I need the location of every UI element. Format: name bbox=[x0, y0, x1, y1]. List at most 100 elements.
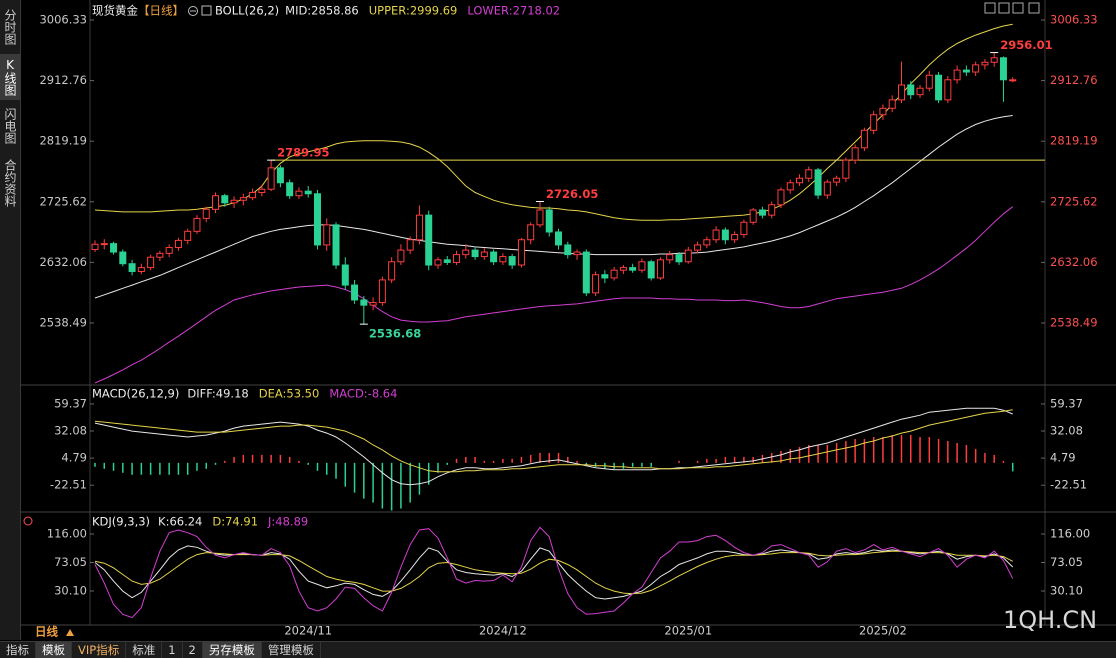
y-tick-label: 2725.62 bbox=[39, 194, 87, 208]
candle-body bbox=[230, 199, 238, 204]
sidebar-tab[interactable]: K线图 bbox=[0, 54, 20, 100]
candle-body bbox=[860, 129, 868, 149]
candle-body bbox=[415, 214, 423, 241]
icon[interactable] bbox=[1028, 2, 1040, 14]
candle-body bbox=[749, 209, 757, 223]
candle-body bbox=[499, 256, 507, 263]
watermark: 1QH.CN bbox=[1003, 606, 1097, 634]
sidebar-tab[interactable]: 合约资料 bbox=[3, 159, 17, 207]
candle-body bbox=[378, 279, 386, 304]
candle-body bbox=[165, 247, 173, 254]
sidebar-tab[interactable]: 分时图 bbox=[3, 9, 17, 45]
candle-body bbox=[341, 264, 349, 286]
y-tick-label: 2538.49 bbox=[39, 315, 87, 329]
candle-body bbox=[573, 251, 581, 256]
toolbar-item[interactable]: 2 bbox=[183, 642, 203, 658]
period-label[interactable]: 日线 bbox=[35, 625, 58, 639]
candle-body bbox=[517, 239, 525, 266]
candle-body bbox=[267, 167, 275, 190]
candle-body bbox=[276, 167, 284, 184]
icon[interactable] bbox=[984, 2, 996, 14]
y-tick-label: 73.05 bbox=[54, 555, 87, 569]
candle-body bbox=[925, 74, 933, 89]
period-arrow[interactable] bbox=[66, 629, 74, 636]
toolbar-item[interactable]: 管理模板 bbox=[262, 642, 321, 658]
candle-body bbox=[536, 209, 544, 226]
pane-title: 现货黄金 bbox=[92, 4, 138, 18]
toolbar-item[interactable]: 标准 bbox=[126, 642, 163, 658]
y-tick-label: -22.51 bbox=[1050, 478, 1087, 492]
candle-body bbox=[193, 217, 201, 232]
candle-body bbox=[443, 259, 451, 263]
candle-body bbox=[239, 197, 247, 201]
candle-body bbox=[619, 267, 627, 271]
candle-body bbox=[814, 169, 822, 196]
indicator-line bbox=[94, 409, 1013, 473]
candle-body bbox=[962, 69, 970, 73]
y-tick-label: 3006.33 bbox=[39, 12, 87, 26]
legend-entry: D:74.91 bbox=[212, 515, 258, 529]
candle-body bbox=[999, 57, 1007, 81]
high-label: 2956.01 bbox=[1000, 38, 1052, 52]
indicator-line bbox=[94, 115, 1013, 299]
candle-body bbox=[110, 243, 118, 253]
toolbar-icons bbox=[984, 2, 1040, 14]
y-tick-label: 2819.19 bbox=[1050, 134, 1098, 148]
candle-body bbox=[369, 302, 377, 306]
indicator-line bbox=[94, 407, 1013, 486]
legend-entry: J:48.89 bbox=[267, 515, 308, 529]
candle-body bbox=[490, 251, 498, 263]
y-tick-label: 30.10 bbox=[1050, 584, 1083, 598]
legend-entry: K:66.24 bbox=[158, 515, 202, 529]
candle-body bbox=[258, 188, 266, 193]
candle-body bbox=[777, 189, 785, 206]
candle-body bbox=[174, 239, 182, 249]
candle-body bbox=[712, 229, 720, 241]
y-tick-label: 2819.19 bbox=[39, 134, 87, 148]
y-tick-label: 116.00 bbox=[47, 526, 87, 540]
toolbar-item[interactable]: 另存模板 bbox=[202, 642, 262, 658]
period-tag: 【日线】 bbox=[138, 4, 184, 18]
candle-body bbox=[897, 84, 905, 101]
sidebar-tab[interactable]: 闪电图 bbox=[3, 108, 17, 144]
candle-body bbox=[453, 254, 461, 263]
candle-body bbox=[555, 231, 562, 246]
legend-entry: MACD:-8.64 bbox=[329, 387, 397, 401]
candle-body bbox=[471, 249, 479, 258]
toolbar-item[interactable]: 指标 bbox=[0, 642, 36, 658]
toolbar-item[interactable]: 模板 bbox=[36, 642, 72, 658]
candle-body bbox=[221, 195, 229, 204]
indicator-line bbox=[94, 23, 1013, 221]
y-tick-label: 32.08 bbox=[1050, 424, 1083, 438]
candle-body bbox=[740, 221, 748, 236]
candle-body bbox=[249, 191, 257, 199]
candle-body bbox=[842, 159, 850, 179]
y-tick-label: 2538.49 bbox=[1050, 315, 1098, 329]
legend-entry: UPPER:2999.69 bbox=[369, 4, 458, 18]
x-tick-label: 2024/12 bbox=[479, 624, 527, 638]
y-tick-label: 2912.76 bbox=[1050, 73, 1098, 87]
pane-title: KDJ(9,3,3) bbox=[92, 515, 150, 529]
y-tick-label: 59.37 bbox=[1050, 396, 1083, 410]
toolbar-item[interactable]: 1 bbox=[162, 642, 183, 658]
x-tick-label: 2025/01 bbox=[664, 624, 712, 638]
candle-body bbox=[128, 263, 136, 272]
candle-body bbox=[731, 234, 739, 241]
candle-body bbox=[907, 84, 915, 96]
y-tick-label: 2912.76 bbox=[39, 73, 87, 87]
toolbar-item[interactable]: VIP指标 bbox=[72, 642, 127, 658]
candle-body bbox=[406, 239, 414, 251]
indicator-name: BOLL(26,2) bbox=[215, 4, 279, 18]
legend-entry: MID:2858.86 bbox=[285, 4, 359, 18]
candle-body bbox=[295, 190, 303, 197]
icon[interactable] bbox=[998, 2, 1010, 14]
candle-body bbox=[592, 274, 600, 294]
icon bbox=[201, 5, 212, 16]
icon[interactable] bbox=[1012, 2, 1024, 14]
candle-body bbox=[147, 256, 155, 269]
candle-body bbox=[870, 114, 878, 131]
candle-body bbox=[675, 254, 683, 263]
candle-body bbox=[601, 274, 609, 279]
